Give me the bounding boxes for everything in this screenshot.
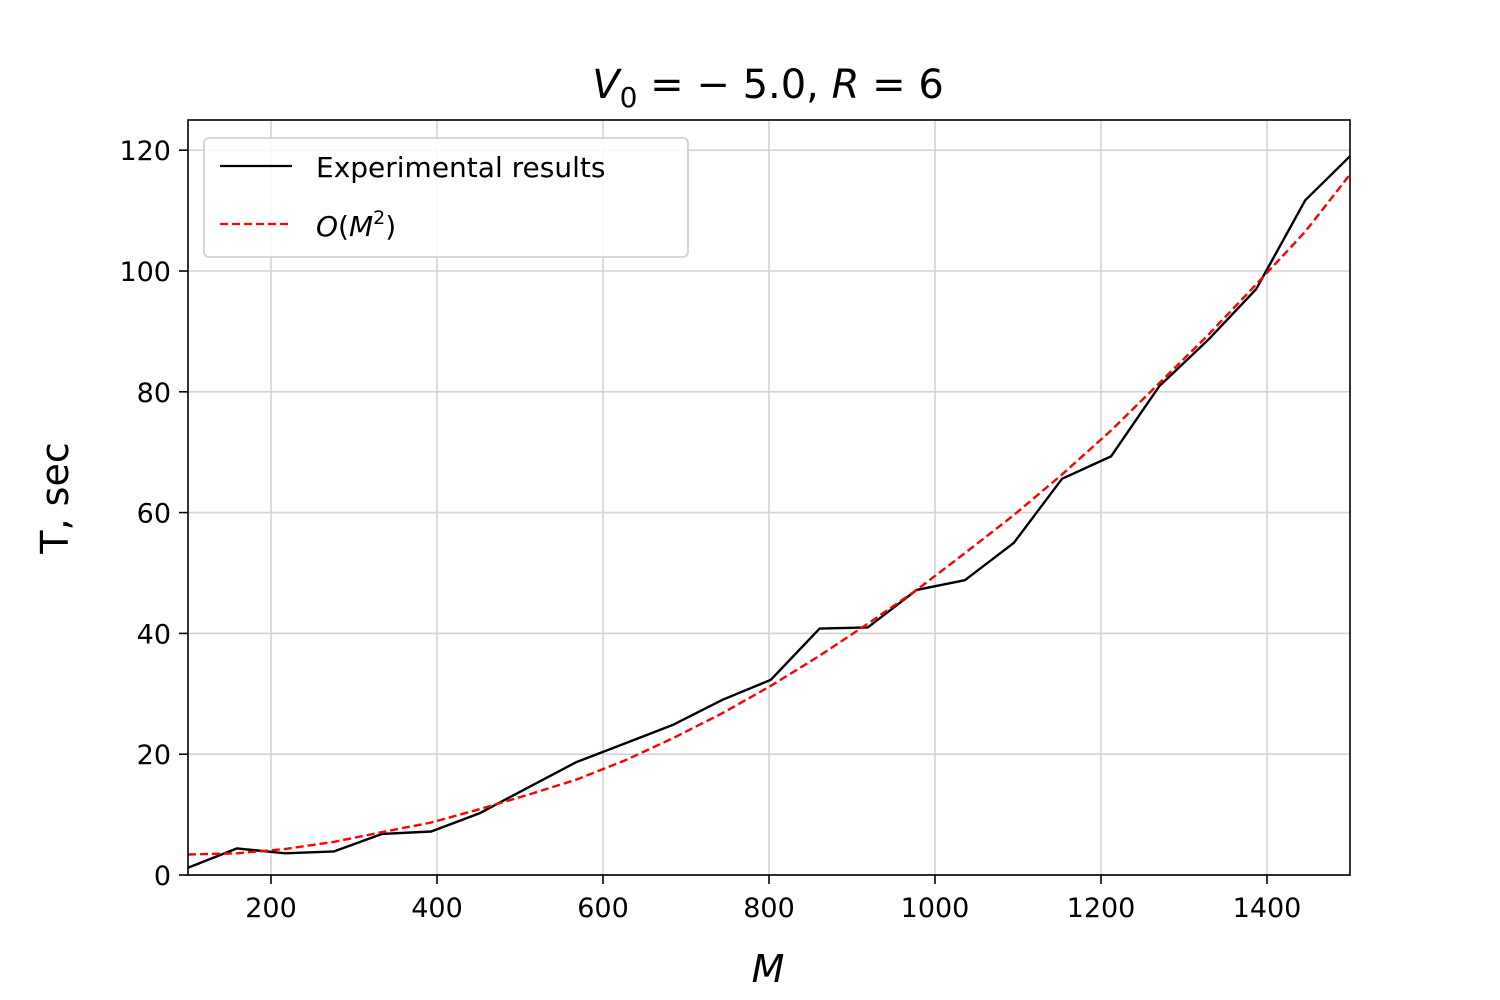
x-tick-label: 600 [577,893,629,924]
y-tick-label: 0 [154,861,171,892]
legend-label-experimental: Experimental results [316,151,605,184]
legend-label-fit: O(M2) [316,207,396,243]
legend-fit-sup: 2 [373,207,385,229]
legend-fit-close: ) [385,210,396,243]
x-tick-label: 1000 [901,893,970,924]
x-tick-label: 1400 [1233,893,1302,924]
title-v: V [592,62,622,108]
y-tick-label: 80 [137,378,171,409]
y-axis-label: T, sec [33,442,77,554]
y-tick-label: 20 [137,740,171,771]
x-tick-label: 800 [743,893,795,924]
title-eq: = 6 [859,62,943,108]
legend-fit-open: ( [338,210,349,243]
legend-fit-m: M [349,210,373,243]
legend: Experimental results O(M2) [203,137,689,258]
plot-area [187,155,1351,869]
chart-title: V0 = − 5.0, R = 6 [592,62,944,114]
legend-fit-o: O [316,210,338,243]
y-tick-label: 120 [119,136,171,167]
x-tick-label: 400 [411,893,463,924]
y-tick-label: 40 [137,619,171,650]
series-line-experimental [187,155,1351,869]
x-tick-label: 1200 [1067,893,1136,924]
title-v-subscript: 0 [620,81,638,114]
x-axis-label: M [752,947,785,991]
y-tick-label: 60 [137,499,171,530]
y-tick-label: 100 [119,257,171,288]
series-line-fit [187,173,1351,856]
title-rest: = − 5.0, [637,62,831,108]
legend-box [203,137,689,258]
ticks: 200 400 600 800 1000 1200 1400 0 20 40 60 80 100 120 [119,136,1301,924]
x-tick-label: 200 [245,893,297,924]
title-r: R [832,62,860,108]
